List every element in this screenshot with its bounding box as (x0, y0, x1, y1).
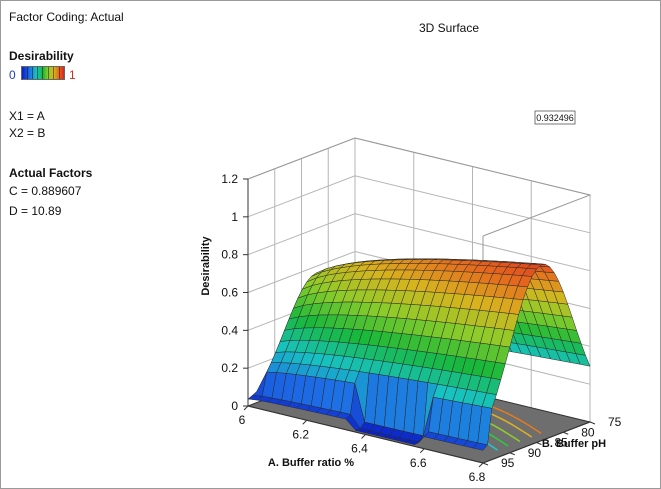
y-tick-label: 85 (555, 436, 569, 450)
x-axis-title: A. Buffer ratio % (268, 457, 354, 469)
actual-factor-d: D = 10.89 (9, 204, 62, 218)
y-tick-label: 95 (501, 456, 515, 470)
x-tick-label: 6 (239, 413, 246, 427)
z-gridline (247, 137, 591, 196)
surface-patch (472, 442, 488, 451)
z-tick-label: 0.8 (221, 248, 238, 262)
x-tick (302, 419, 308, 425)
x-tick (419, 448, 425, 454)
x-axis-line (247, 405, 484, 464)
legend-title: Desirability (9, 49, 74, 63)
factor-coding-label: Factor Coding: Actual (9, 10, 124, 24)
y-tick (482, 462, 489, 466)
y-axis-line (482, 421, 591, 464)
z-tick-label: 0.6 (221, 286, 238, 300)
legend-max-label: 1 (69, 68, 76, 82)
y-tick (509, 452, 515, 456)
y-tick-label: 80 (581, 425, 595, 439)
y-tick-label: 75 (608, 415, 622, 429)
z-tick-label: 0 (231, 399, 238, 413)
x-tick (478, 462, 484, 468)
actual-factors-title: Actual Factors (9, 166, 93, 180)
z-tick-label: 0.2 (221, 361, 238, 375)
factor-x1: X1 = A (9, 109, 45, 123)
actual-factor-c: C = 0.889607 (9, 184, 82, 198)
z-tick-label: 1.2 (221, 172, 238, 186)
box-edge (247, 137, 592, 237)
y-tick (536, 442, 542, 445)
x-tick-label: 6.4 (351, 442, 368, 456)
x-tick-label: 6.6 (410, 456, 427, 470)
x-tick (243, 405, 249, 411)
x-tick-label: 6.8 (469, 470, 486, 484)
x-tick (361, 434, 366, 439)
x-tick-label: 6.2 (292, 427, 309, 441)
y-tick-label: 90 (528, 446, 542, 460)
factor-x2: X2 = B (9, 126, 46, 140)
color-scale-bar (21, 66, 65, 80)
z-tick-label: 1 (231, 210, 238, 224)
z-tick-label: 0.4 (221, 323, 238, 337)
max-value-flag (534, 110, 576, 125)
y-tick (563, 431, 569, 435)
z-axis-title: Desirability (200, 235, 212, 295)
plot-title: 3D Surface (419, 21, 480, 35)
legend-min-label: 0 (9, 68, 16, 82)
z-gridline (247, 175, 591, 234)
y-tick (589, 421, 596, 425)
y-axis-title: B. Buffer pH (542, 438, 606, 450)
max-value-label: 0.932496 (536, 113, 574, 123)
